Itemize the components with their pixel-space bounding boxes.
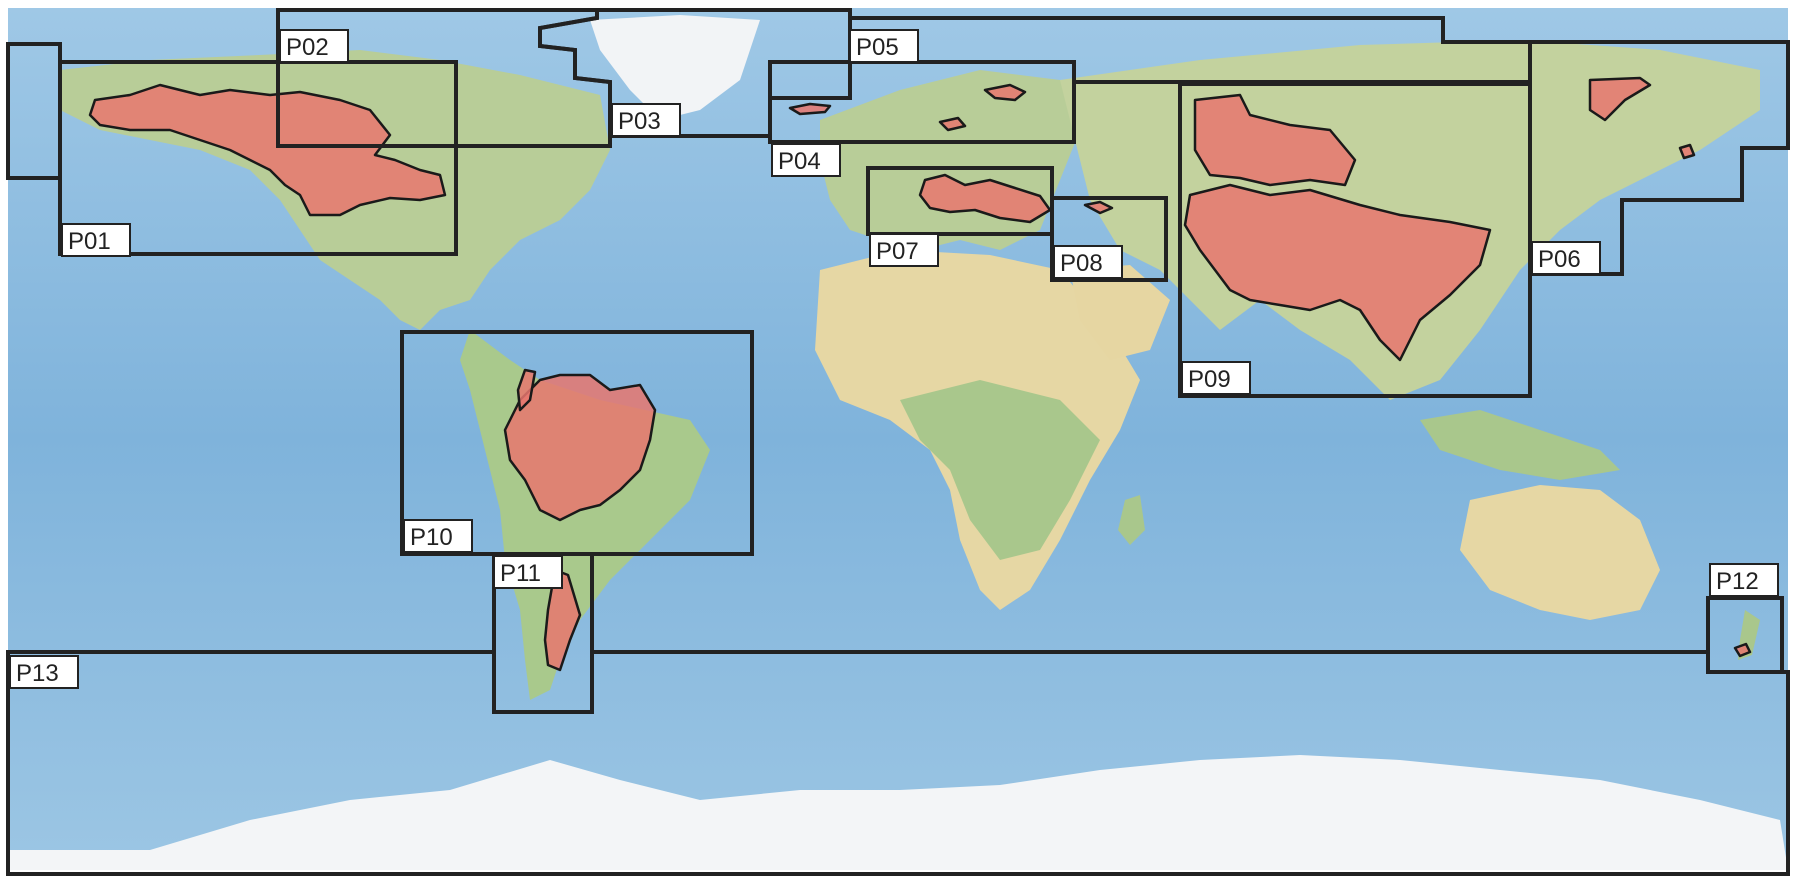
svg-text:P02: P02 bbox=[286, 34, 329, 61]
region-label-p08: P08 bbox=[1053, 245, 1123, 279]
svg-text:P08: P08 bbox=[1060, 250, 1103, 277]
basin-alps bbox=[918, 173, 1052, 224]
land-arabia bbox=[1070, 265, 1170, 360]
region-label-p11: P11 bbox=[493, 555, 563, 589]
land-australia bbox=[1460, 485, 1660, 620]
region-label-p13: P13 bbox=[9, 655, 79, 689]
land-indonesia bbox=[1420, 410, 1620, 480]
basin-patagonia bbox=[543, 568, 582, 672]
region-box-p08 bbox=[1050, 196, 1168, 282]
svg-text:P03: P03 bbox=[618, 108, 661, 135]
land-madagascar bbox=[1118, 495, 1145, 545]
basin-caucasus bbox=[1083, 200, 1114, 215]
svg-text:P13: P13 bbox=[16, 660, 59, 687]
region-box-p01-inner bbox=[58, 60, 458, 256]
land-africa-green bbox=[900, 380, 1100, 560]
region-label-p09: P09 bbox=[1181, 361, 1251, 395]
basin-scandinavia-a bbox=[983, 83, 1027, 102]
basin-andes-north bbox=[516, 368, 537, 412]
svg-text:P09: P09 bbox=[1188, 366, 1231, 393]
svg-text:P01: P01 bbox=[68, 228, 111, 255]
region-label-p07: P07 bbox=[869, 233, 939, 267]
basin-greenland-p04 bbox=[788, 102, 832, 116]
svg-text:P12: P12 bbox=[1716, 568, 1759, 595]
region-label-p03: P03 bbox=[611, 103, 681, 137]
land-greenland bbox=[590, 15, 760, 120]
region-label-p04: P04 bbox=[771, 143, 841, 177]
basin-kamchatka bbox=[1588, 76, 1652, 122]
region-label-p06: P06 bbox=[1531, 241, 1601, 275]
svg-text:P07: P07 bbox=[876, 238, 919, 265]
basins bbox=[88, 76, 1752, 672]
region-label-p02: P02 bbox=[279, 29, 349, 63]
basin-central-asia-north bbox=[1193, 93, 1357, 187]
basin-scandinavia-b bbox=[938, 116, 967, 132]
svg-text:P10: P10 bbox=[410, 524, 453, 551]
svg-text:P11: P11 bbox=[500, 560, 541, 587]
basin-new-zealand bbox=[1733, 642, 1752, 658]
region-labels: P01 P02 P03 P04 P05 P06 P07 P08 bbox=[9, 29, 1779, 689]
region-box-p09 bbox=[1178, 82, 1532, 398]
region-label-p10: P10 bbox=[403, 519, 473, 553]
svg-text:P05: P05 bbox=[856, 34, 899, 61]
basin-alaska-canada bbox=[88, 83, 447, 217]
region-boxes bbox=[6, 8, 1790, 876]
land-antarctica bbox=[8, 755, 1788, 870]
region-label-p01: P01 bbox=[61, 223, 131, 257]
basin-japan bbox=[1678, 143, 1696, 160]
svg-text:P04: P04 bbox=[778, 148, 821, 175]
region-box-p03 bbox=[538, 8, 852, 138]
region-label-p12: P12 bbox=[1709, 563, 1779, 597]
region-box-p13 bbox=[6, 650, 1790, 876]
region-label-p05: P05 bbox=[849, 29, 919, 63]
basin-himalaya-tibet bbox=[1183, 183, 1492, 362]
svg-text:P06: P06 bbox=[1538, 246, 1581, 273]
basin-amazon bbox=[503, 373, 657, 522]
